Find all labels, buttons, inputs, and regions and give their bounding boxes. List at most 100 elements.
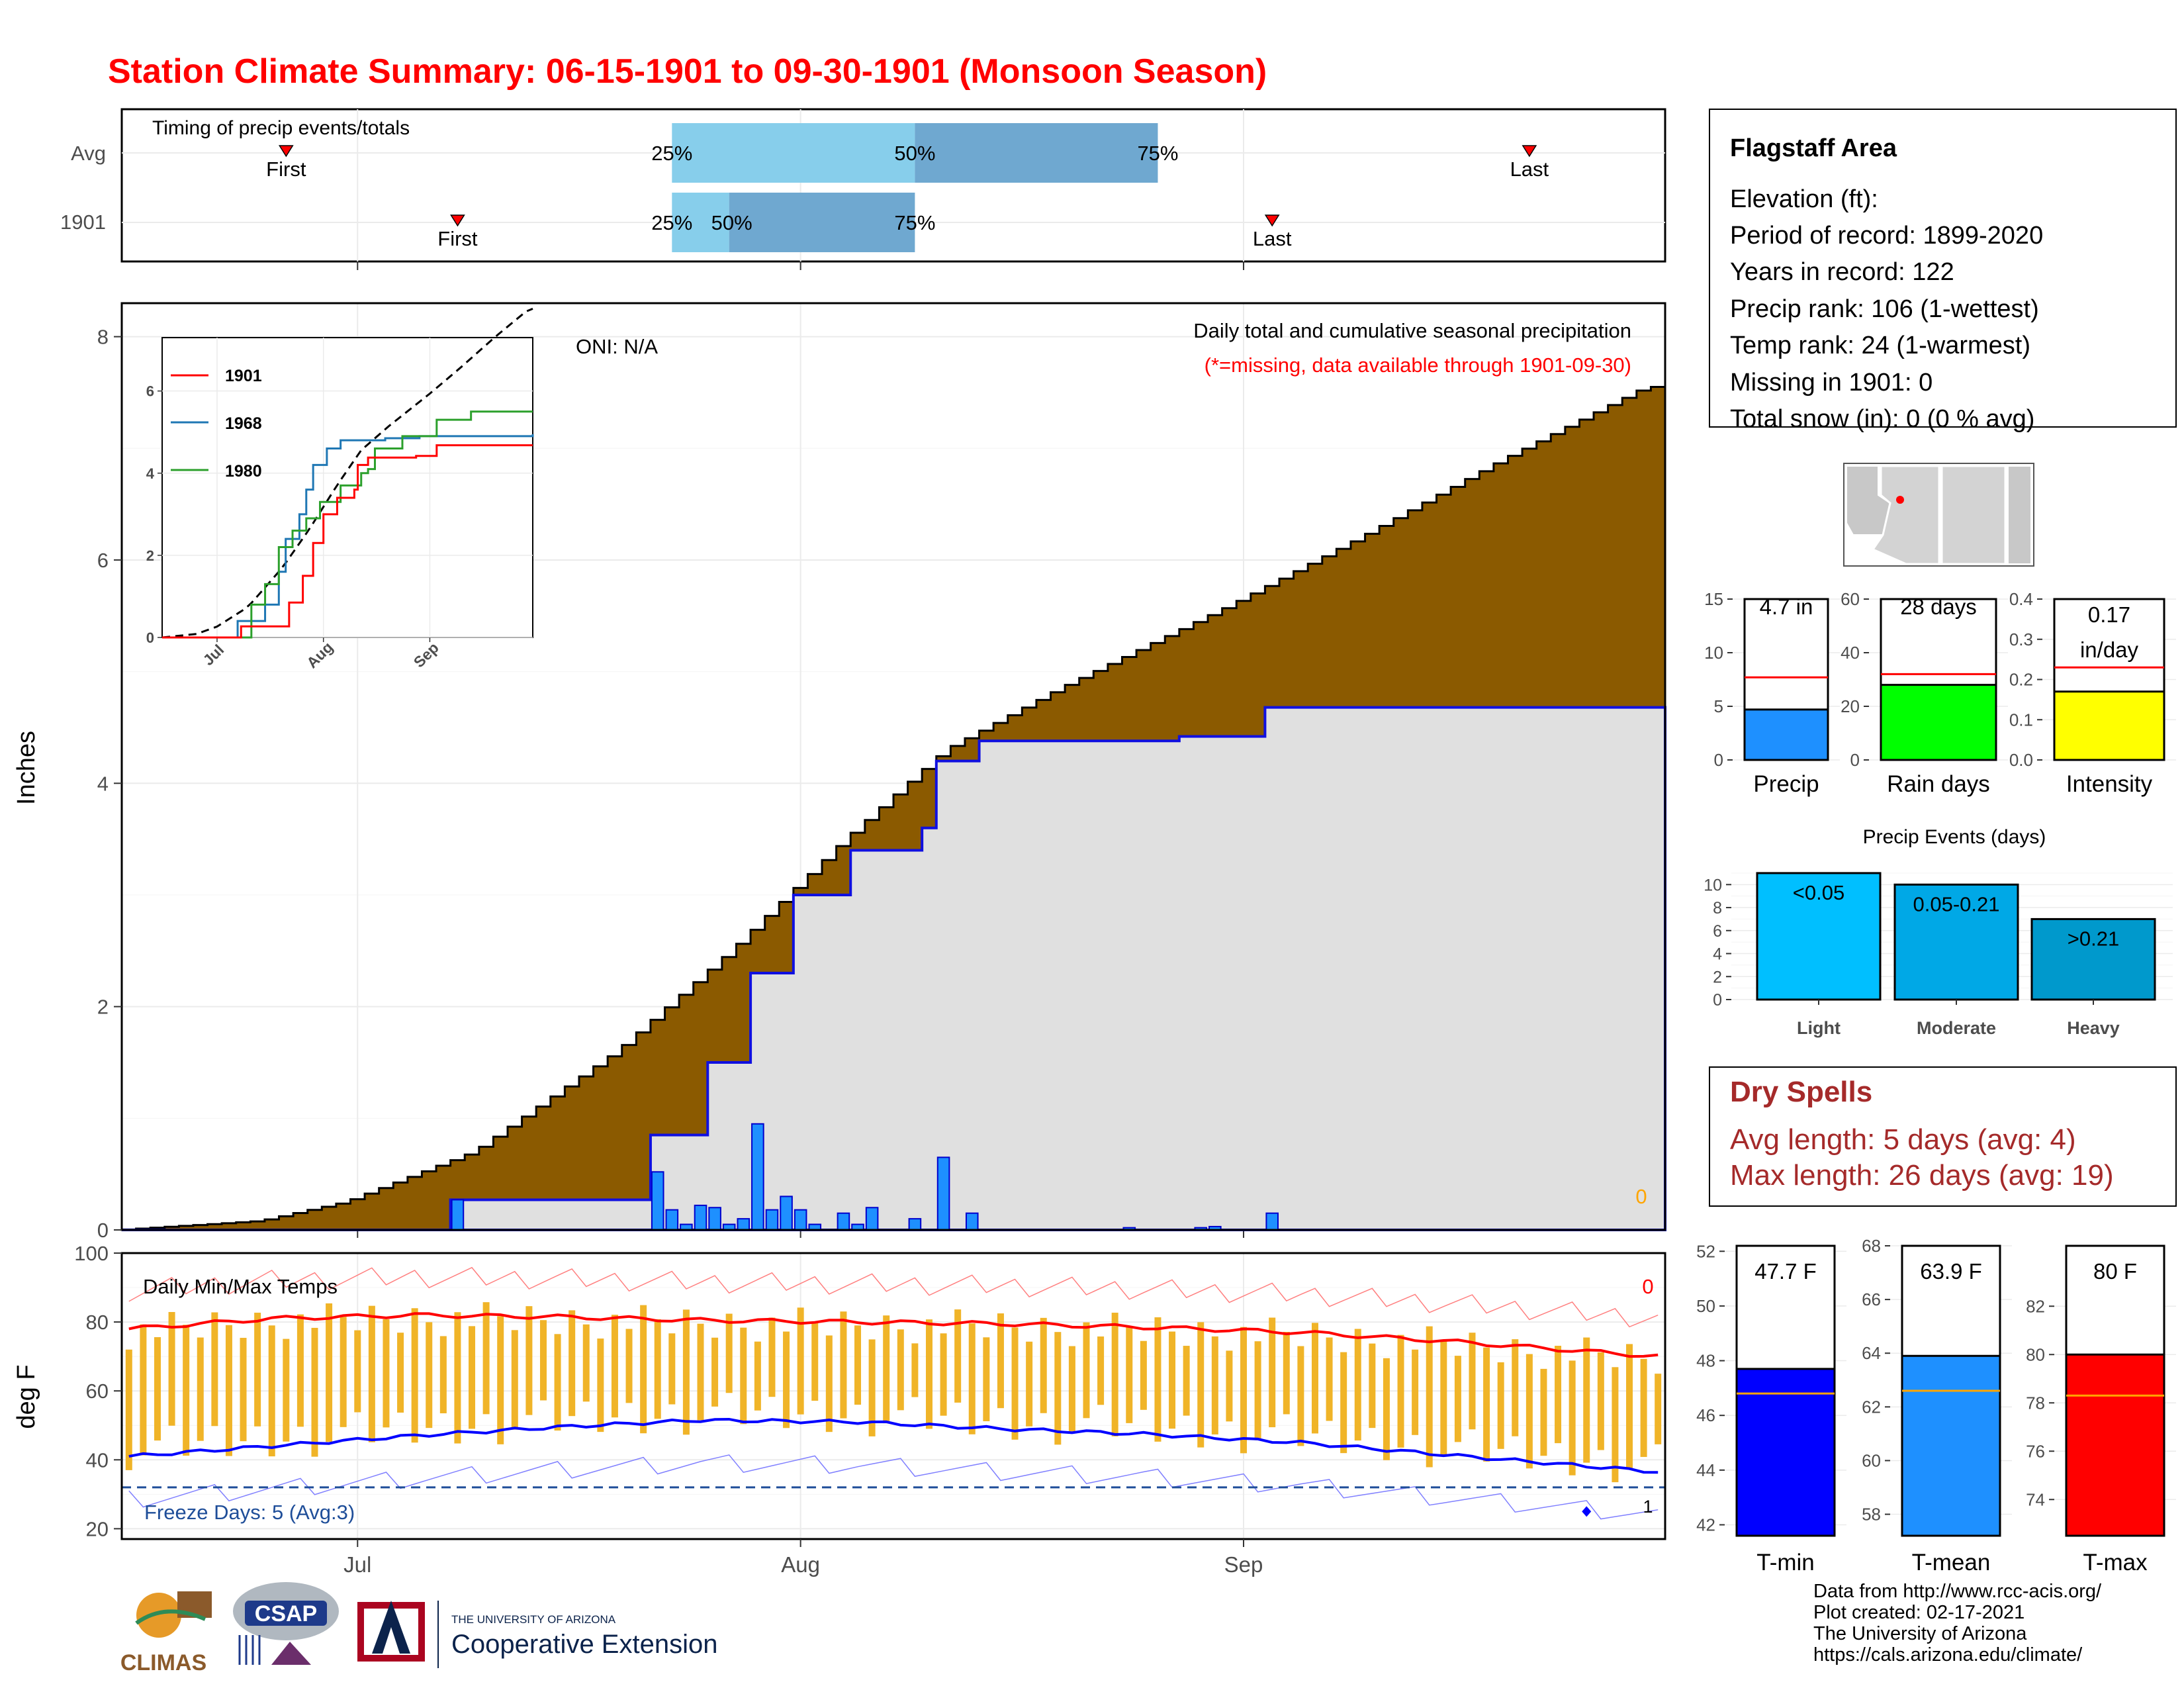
dry-frame [1709,1066,2177,1207]
precip-ytick-label: 8 [97,326,109,349]
inset-1980-line [169,410,533,639]
daily-temp-bar [1497,1362,1504,1449]
missing-count: 0 [1635,1185,1647,1208]
intensity-gauge-unit: in/day [2080,637,2139,662]
daily-temp-bar [1426,1326,1433,1468]
inset-legend: 1901 1968 1980 [171,367,262,481]
daily-temp-bar [911,1343,919,1397]
tmax-gauge-tick-label: 82 [2026,1296,2045,1316]
timing-avg-last-marker [1522,145,1537,158]
daily-temp-bar [582,1324,590,1402]
daily-temp-bar [1326,1337,1333,1421]
daily-precip-bar [865,1207,879,1231]
daily-temp-bar [1226,1350,1233,1422]
daily-temp-bar [1469,1333,1476,1430]
credit-plot-date: Plot created: 02-17-2021 [1813,1602,2025,1623]
tmax-gauge-value: 80 F [2093,1259,2137,1284]
ua-logo-big-text: Cooperative Extension [451,1630,717,1659]
timing-year-last-marker [1264,214,1280,227]
tmean-gauge-tick-label: 66 [1862,1289,1881,1309]
rain-days-gauge-tick-label: 20 [1841,696,1860,716]
timing-year-q1-bar [672,193,729,252]
timing-year-pct-label: 50% [711,211,752,234]
daily-temp-bar [1612,1367,1619,1483]
rain-days-gauge-xlabel: Rain days [1887,771,1990,797]
daily-temp-bar [797,1307,804,1415]
daily-precip-bar [451,1199,465,1231]
daily-temp-bar [211,1312,218,1427]
events-bar-light [1756,872,1882,1001]
timing-year-first-label: First [437,227,478,250]
credit-data-source: Data from http://www.rcc-acis.org/ [1813,1581,2102,1602]
tmin-gauge-tick-label: 42 [1696,1515,1715,1534]
temp-ylabel: deg F [13,1364,40,1429]
intensity-gauge-tick-label: 0.3 [2009,630,2033,649]
daily-temp-bar [725,1313,733,1393]
daily-temp-bar [711,1337,719,1407]
oni-label: ONI: N/A [576,335,658,358]
temp-xtick-label: Sep [1224,1552,1263,1577]
daily-temp-bar [1454,1356,1461,1442]
csap-logo-text: CSAP [255,1601,317,1626]
daily-temp-bar [697,1323,704,1421]
temp-count-top: 0 [1642,1275,1653,1298]
precip-frame [120,302,1666,1231]
dry-spells-box: Dry Spells Avg length: 5 days (avg: 4) M… [1709,1066,2177,1207]
precip-gauge-tick-label: 15 [1704,589,1723,609]
daily-temp-bar [640,1305,647,1434]
daily-temp-bar [183,1325,190,1456]
events-ytick-label: 8 [1713,899,1722,917]
intensity-gauge-xlabel: Intensity [2066,771,2153,797]
locator-map [1843,463,2034,567]
daily-temp-bar [1525,1354,1533,1469]
daily-temp-bar [411,1308,418,1443]
daily-temp-bar [525,1306,533,1415]
precip-caption: Daily total and cumulative seasonal prec… [1193,319,1631,342]
daily-temp-bar [225,1325,232,1456]
daily-temp-bar [1040,1317,1047,1413]
timing-year-first-marker [450,214,465,227]
timing-avg-q1-bar [672,123,915,183]
daily-temp-bar [1583,1337,1590,1463]
events-title: Precip Events (days) [1863,826,2046,848]
daily-temp-bar [997,1313,1004,1409]
daily-temp-bar [925,1319,933,1429]
events-ytick-label: 10 [1704,876,1722,894]
daily-temp-bar [597,1338,604,1432]
daily-temp-bar [883,1315,890,1424]
timing-panel: Timing of precip events/totals Avg 1901 … [60,108,1666,270]
daily-temp-bar [1211,1336,1218,1434]
daily-temp-bar [1354,1329,1361,1441]
daily-temp-bar [439,1336,447,1414]
credit-university: The University of Arizona [1813,1623,2027,1644]
daily-precip-bar [751,1123,764,1231]
daily-temp-bar [611,1315,618,1418]
credits-block: Data from http://www.rcc-acis.org/ Plot … [1813,1581,2101,1665]
daily-temp-bar [1640,1358,1647,1457]
daily-temp-bar [783,1331,790,1429]
temp-title: Daily Min/Max Temps [143,1275,338,1298]
daily-temp-bar [1626,1344,1633,1470]
page-title: Station Climate Summary: 06-15-1901 to 0… [108,52,1267,91]
climas-logo: CLIMAS [120,1591,212,1675]
events-bar-label: <0.05 [1793,881,1844,904]
daily-temp-bar [1154,1317,1161,1442]
daily-precip-bar [936,1156,950,1231]
events-xtick-label: Light [1797,1018,1841,1038]
tmax-gauge-xlabel: T-max [2083,1550,2148,1575]
daily-precip-bar [708,1207,721,1231]
tmean-gauge-tick-label: 62 [1862,1397,1881,1417]
precip-ytick-label: 0 [97,1219,109,1242]
record-max-line [128,1266,1659,1328]
daily-temp-bar [1597,1352,1604,1450]
daily-temp-bar [940,1333,947,1416]
daily-temp-bar [539,1320,547,1401]
daily-temp-bar [283,1338,290,1442]
rain-days-gauge-tick-label: 0 [1850,750,1860,770]
timing-year-q2-bar [729,193,915,252]
tmean-gauge-tick-label: 64 [1862,1343,1881,1363]
rain-days-gauge-bar [1880,684,1997,761]
timing-avg-pct-label: 75% [1137,142,1178,165]
daily-temp-bar [454,1312,461,1444]
